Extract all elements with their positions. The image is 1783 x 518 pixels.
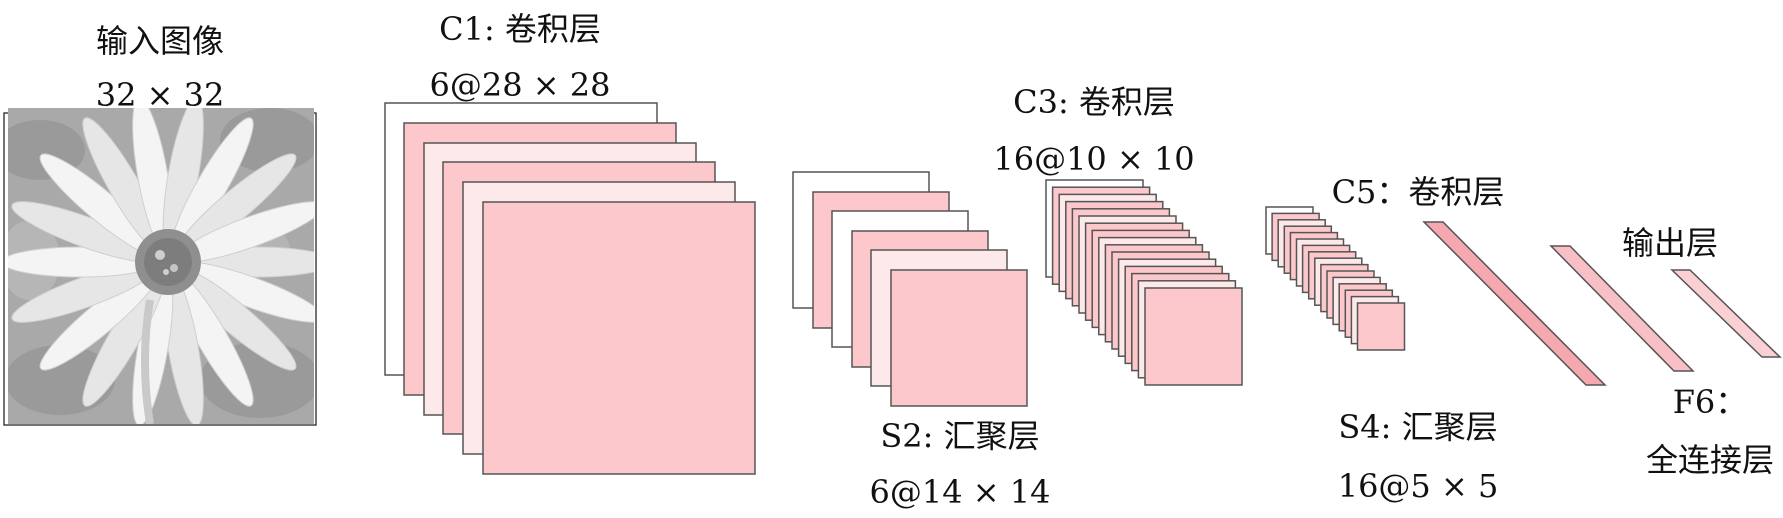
c1-map-6	[482, 201, 756, 475]
daisy-flower-icon	[8, 108, 314, 424]
c3-size: 16@10 × 10	[993, 140, 1194, 178]
c3-title: C3: 卷积层	[1013, 83, 1175, 121]
c5-vector	[1422, 221, 1607, 386]
s2-size: 6@14 × 14	[870, 473, 1051, 511]
f6-vector	[1549, 245, 1695, 372]
s2-map-6	[890, 269, 1028, 407]
output-title: 输出层	[1622, 224, 1718, 262]
c3-map-16	[1144, 287, 1243, 386]
s4-map-16	[1356, 302, 1406, 351]
s4-title: S4: 汇聚层	[1338, 408, 1497, 446]
s2-title: S2: 汇聚层	[880, 417, 1039, 455]
output-vector	[1670, 269, 1782, 358]
input-image: 输入图像 32 × 32	[3, 22, 317, 426]
s4-size: 16@5 × 5	[1338, 467, 1499, 505]
f6-title: F6：	[1673, 383, 1748, 421]
input-size: 32 × 32	[96, 76, 225, 114]
c5-title: C5：卷积层	[1332, 173, 1505, 211]
c1-title: C1: 卷积层	[439, 10, 601, 48]
output-layer: 输出层	[1622, 224, 1782, 358]
c1-size: 6@28 × 28	[430, 66, 611, 104]
input-title: 输入图像	[96, 22, 224, 60]
c1-feature-maps: C1: 卷积层 6@28 × 28	[384, 10, 756, 475]
s4-feature-maps: S4: 汇聚层 16@5 × 5	[1265, 206, 1499, 505]
f6-subtitle: 全连接层	[1646, 441, 1774, 479]
s2-feature-maps: S2: 汇聚层 6@14 × 14	[792, 171, 1051, 511]
c3-feature-maps: C3: 卷积层 16@10 × 10	[993, 83, 1243, 386]
f6-layer: F6： 全连接层	[1549, 245, 1774, 479]
c5-layer: C5：卷积层	[1332, 173, 1607, 386]
